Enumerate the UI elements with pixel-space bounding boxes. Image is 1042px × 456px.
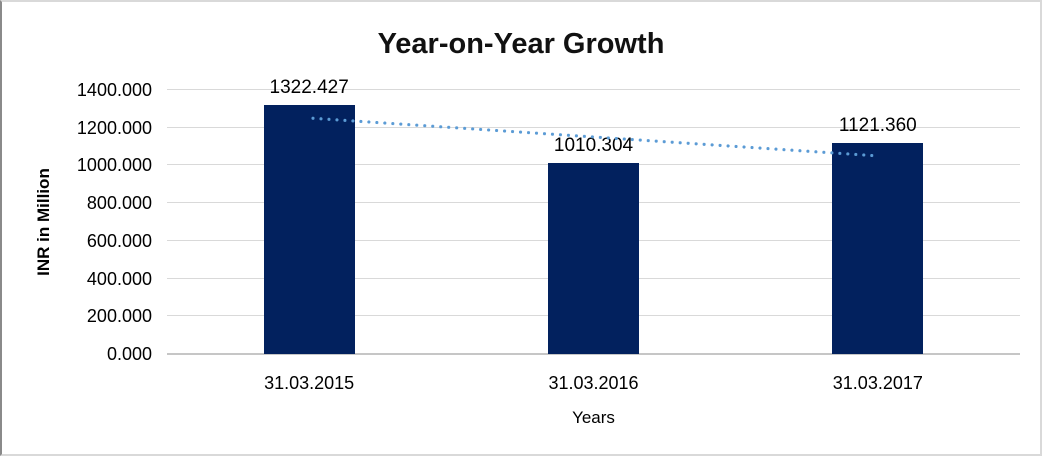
y-axis-tick-label: 200.000 <box>86 306 152 327</box>
x-axis-title: Years <box>572 408 615 427</box>
y-axis-tick-label: 400.000 <box>86 268 152 289</box>
data-label: 1010.304 <box>553 135 634 157</box>
x-axis-tick-label: 31.03.2015 <box>264 373 355 393</box>
bar <box>832 142 924 354</box>
x-axis-tick-label: 31.03.2017 <box>832 373 923 393</box>
y-axis-tick-label: 800.000 <box>86 193 152 214</box>
data-label: 1322.427 <box>269 76 349 98</box>
y-axis-tick-label: 1000.000 <box>76 155 152 176</box>
bar <box>548 163 639 354</box>
gridline <box>167 89 1020 90</box>
data-label: 1121.360 <box>838 114 917 136</box>
y-axis-tick-label: 600.000 <box>86 230 152 251</box>
y-axis-tick-label: 1200.000 <box>76 117 152 138</box>
x-axis-line <box>167 353 1020 355</box>
gridline <box>167 126 1020 128</box>
chart-title: Year-on-Year Growth <box>377 28 665 60</box>
x-axis-tick-label: 31.03.2016 <box>548 373 639 393</box>
y-axis-title: INR in Million <box>34 168 53 276</box>
bar <box>263 104 355 354</box>
y-axis-tick-label: 1400.000 <box>76 80 152 100</box>
y-axis-tick-label: 0.000 <box>106 344 152 364</box>
